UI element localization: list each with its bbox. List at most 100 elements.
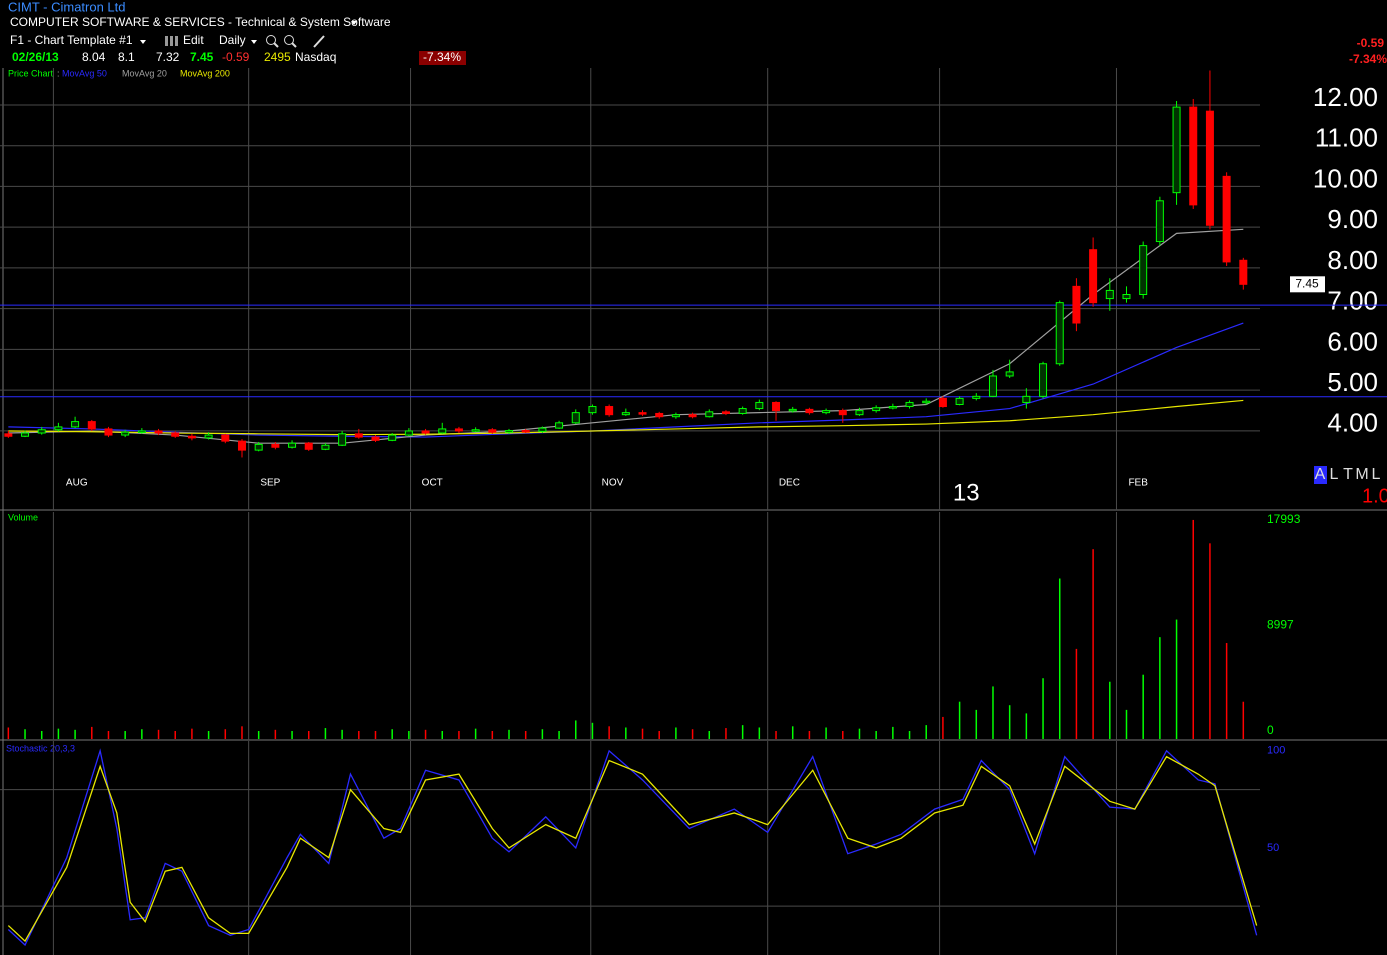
letter-tab[interactable]: A [1315,466,1326,483]
letter-tab[interactable]: T [1343,466,1353,483]
volume-bar [558,731,560,739]
candle-body [555,422,564,429]
volume-bar [74,729,76,739]
symbol-title: CIMT - Cimatron Ltd [8,0,126,14]
candle-body [1089,249,1098,304]
legend-sep: : [57,68,60,78]
dropdown-arrow[interactable] [351,21,357,25]
zoom-in[interactable] [266,35,279,48]
candle-body [505,430,514,433]
draw-tool[interactable] [313,35,325,48]
y-tick-label: 9.00 [1327,204,1378,234]
letter-tab[interactable]: L [1372,466,1381,483]
volume-bar [424,729,427,739]
y-tick-label: 50 [1267,842,1279,854]
candle-body [288,442,297,448]
date: 02/26/13 [12,50,59,64]
volume-bar [1025,713,1028,739]
y-tick-label: 6.00 [1327,326,1378,356]
volume-bar [24,729,26,739]
letter-tab[interactable]: M [1355,466,1368,483]
volume-title: Volume [8,512,38,522]
x-tick-label: 13 [953,479,980,506]
volume-bar [1058,578,1061,739]
volume-bar [942,716,944,739]
volume-bar [157,729,160,739]
candle-body [822,410,831,414]
candle-body [237,440,246,451]
volume-bar [1109,681,1111,739]
change-right: -0.59 [1357,36,1385,50]
volume-bar [91,726,93,739]
y-tick-label: 7.00 [1327,286,1378,316]
candle-body [271,443,280,448]
volume-bar [758,727,761,739]
change-pct: -7.34% [423,50,461,64]
candle-body [538,427,547,432]
candle-body [655,412,664,418]
candle-body [772,401,781,412]
volume-bar [1008,705,1011,739]
volume-bar [741,725,744,739]
candle-body [922,400,931,404]
volume-value: 2495 [264,50,291,64]
volume-bar [274,729,277,739]
volume-bar [474,728,477,739]
candle-body [121,431,130,436]
zoom-out[interactable] [284,35,297,48]
period-menu[interactable]: Daily [219,33,246,47]
volume-bar [608,726,610,739]
x-tick-label: FEB [1128,478,1148,489]
y-tick-label: 4.00 [1327,408,1378,438]
edit-icon[interactable] [165,36,178,46]
candle-body [1239,259,1248,285]
candle-body [171,432,180,437]
volume-bar [625,727,627,739]
edit-menu[interactable]: Edit [183,33,204,47]
volume-bar [1242,701,1245,739]
dropdown-arrow[interactable] [140,40,146,44]
volume-bar [458,731,460,739]
price-label: 7.45 [1295,276,1319,290]
y-tick-label: 5.00 [1327,367,1378,397]
candle-body [1005,371,1014,377]
volume-bar [1092,549,1094,739]
candle-body [454,428,463,432]
candle-body [21,432,30,437]
x-tick-label: SEP [260,478,280,489]
volume-bar [307,731,310,739]
candle-body [888,406,897,409]
volume-bar [291,731,293,739]
price-label-box [1290,276,1325,293]
candle-body [1139,245,1148,295]
candle-body [1055,302,1064,365]
candle-body [1022,395,1031,403]
y-tick-label: 11.00 [1315,123,1378,153]
volume-bar [875,731,877,739]
candle-body [37,429,46,434]
candle-body [471,429,480,432]
letter-tab[interactable]: L [1330,466,1339,483]
volume-bar [358,731,360,739]
close-value: 7.45 [190,50,214,64]
candle-body [1072,285,1081,324]
y-tick-label: 12.00 [1313,82,1378,112]
candle-body [254,443,263,451]
candle-body [71,421,80,428]
candle-body [371,436,380,441]
high-value: 8.1 [118,50,135,64]
candle-body [404,430,413,436]
y-tick-label: 8.00 [1327,245,1378,275]
candle-body [855,410,864,416]
volume-bar [1142,674,1144,739]
candle-body [1105,289,1114,300]
volume-bar [892,726,894,739]
template-menu[interactable]: F1 - Chart Template #1 [10,33,133,47]
candle-body [388,434,397,441]
candle-body [1189,106,1198,206]
dropdown-arrow[interactable] [251,40,257,44]
candle-body [838,410,847,416]
candle-body [755,401,764,410]
